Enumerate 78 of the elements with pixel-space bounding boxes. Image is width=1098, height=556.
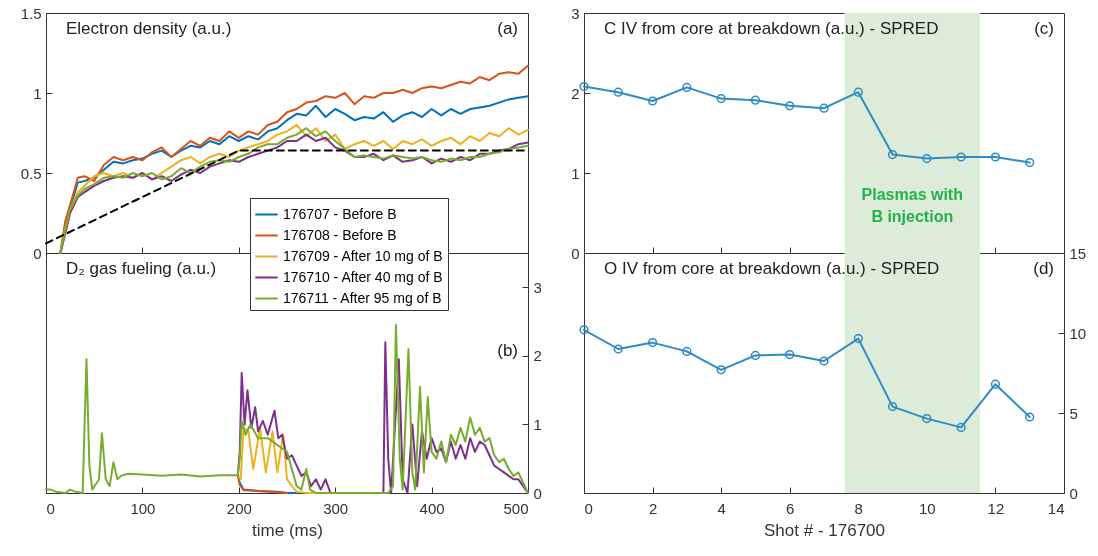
point <box>853 333 863 344</box>
y-tick-label: 2 <box>571 84 580 102</box>
line-series <box>236 474 288 494</box>
point <box>750 95 761 105</box>
x-tick-label: 4 <box>717 499 726 517</box>
y-tick-label: 0 <box>571 244 580 262</box>
annotation: (b) <box>497 341 518 360</box>
point <box>682 82 692 93</box>
chart-title: C IV from core at breakdown (a.u.) - SPRED <box>604 19 939 38</box>
x-tick-label: 6 <box>786 499 795 517</box>
line-series <box>236 426 317 494</box>
annotation: (a) <box>497 19 518 38</box>
point <box>887 401 898 412</box>
y-tick-label: 15 <box>1069 244 1087 262</box>
legend-label: 176711 - After 95 mg of B <box>283 289 442 306</box>
y-tick-label: 0.5 <box>20 164 42 182</box>
x-tick-label: 200 <box>226 499 252 517</box>
point <box>647 337 658 348</box>
x-tick-label: 10 <box>919 499 936 517</box>
point <box>716 93 726 104</box>
chart-title: D₂ gas fueling (a.u.) <box>66 259 217 278</box>
point <box>785 101 795 111</box>
y-tick-label: 5 <box>1069 404 1078 422</box>
y-tick-label: 1 <box>33 84 42 102</box>
y-tick-label: 0 <box>33 244 42 262</box>
y-tick-label: 3 <box>571 4 580 22</box>
y-tick-label: 1 <box>533 415 542 433</box>
x-tick-label: 12 <box>987 499 1005 517</box>
point <box>647 96 658 106</box>
point <box>990 379 1001 389</box>
y-tick-label: 1.5 <box>20 4 42 22</box>
point <box>819 103 829 113</box>
point <box>613 87 623 97</box>
x-tick-label: 8 <box>854 499 863 517</box>
x-tick-label: 0 <box>584 499 593 517</box>
x-tick-label: 0 <box>46 499 55 517</box>
point <box>579 81 589 92</box>
x-tick-label: 100 <box>130 499 156 517</box>
legend-label: 176710 - After 40 mg of B <box>283 268 443 285</box>
legend-label: 176708 - Before B <box>283 226 397 243</box>
x-axis-title: Shot # - 176700 <box>764 520 885 540</box>
y-tick-label: 0 <box>533 484 542 502</box>
point <box>785 349 795 360</box>
point <box>579 325 589 335</box>
point <box>956 152 966 162</box>
band-label: Plasmas with B injection <box>861 186 963 226</box>
x-tick-label: 500 <box>503 499 529 517</box>
line-series <box>45 324 529 494</box>
point <box>922 153 932 164</box>
annotation: (c) <box>1034 19 1054 38</box>
point <box>1025 157 1035 168</box>
y-tick-label: 1 <box>571 164 580 182</box>
point <box>922 413 932 424</box>
y-tick-label: 2 <box>533 347 542 365</box>
point <box>716 365 726 375</box>
point <box>613 344 623 354</box>
y-tick-label: 10 <box>1069 324 1087 342</box>
point <box>819 356 829 366</box>
chart-title: Electron density (a.u.) <box>66 19 232 38</box>
x-axis-title: time (ms) <box>252 520 323 540</box>
x-tick-label: 14 <box>1047 499 1065 517</box>
line-series <box>236 341 529 494</box>
point <box>1025 412 1035 422</box>
chart-title: O IV from core at breakdown (a.u.) - SPRED <box>604 259 940 278</box>
point <box>853 87 863 97</box>
x-tick-label: 400 <box>419 499 445 517</box>
legend-label: 176709 - After 10 mg of B <box>283 247 443 264</box>
x-tick-label: 2 <box>648 499 658 517</box>
point <box>682 346 692 357</box>
y-tick-label: 3 <box>533 278 542 296</box>
point <box>750 350 761 361</box>
legend-label: 176707 - Before B <box>283 205 397 222</box>
point <box>990 152 1001 162</box>
point <box>887 149 898 160</box>
x-tick-label: 300 <box>323 499 349 517</box>
y-tick-label: 0 <box>1069 484 1078 502</box>
annotation: (d) <box>1033 259 1054 278</box>
point <box>956 422 966 433</box>
